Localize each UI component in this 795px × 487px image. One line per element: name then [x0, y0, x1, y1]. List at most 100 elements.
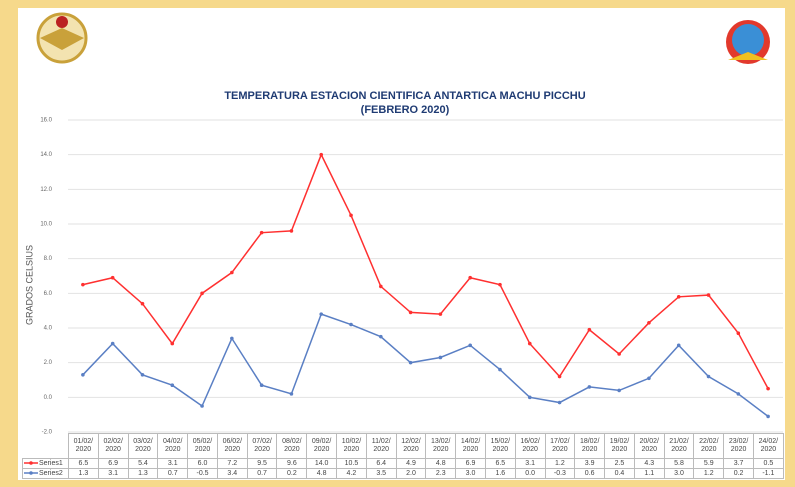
data-point — [170, 341, 175, 346]
value-cell: 0.0 — [514, 468, 546, 479]
data-point — [587, 385, 592, 389]
data-point — [230, 270, 234, 275]
data-point — [81, 282, 85, 287]
value-cell: 0.4 — [604, 468, 635, 479]
value-cell-text: 9.5 — [257, 459, 267, 467]
value-cell: 4.8 — [306, 468, 338, 479]
value-cell: 0.5 — [752, 458, 784, 469]
value-cell: 14.0 — [306, 458, 338, 469]
value-cell: 6.9 — [97, 458, 129, 469]
value-cell: 1.1 — [633, 468, 665, 479]
value-cell: -1.1 — [752, 468, 784, 479]
data-point — [379, 284, 383, 289]
value-cell-text: 1.6 — [495, 469, 506, 477]
data-point — [676, 343, 681, 348]
data-point — [289, 229, 294, 233]
data-point — [140, 373, 145, 377]
y-tick-label: 6.0 — [44, 291, 53, 297]
data-point — [527, 341, 532, 346]
category-cell-text: 12/02/2020 — [401, 438, 421, 453]
value-cell: 3.9 — [574, 458, 606, 469]
category-cell: 08/02/2020 — [276, 433, 308, 459]
value-cell: 0.2 — [276, 468, 308, 479]
value-cell-text: 3.4 — [227, 469, 238, 477]
category-cell: 18/02/2020 — [574, 433, 606, 459]
category-cell-text: 09/02/2020 — [311, 438, 332, 453]
category-cell-text: 02/02/2020 — [103, 438, 123, 453]
value-cell: 0.7 — [246, 468, 278, 479]
value-cell: 6.5 — [484, 458, 516, 469]
value-cell: 2.0 — [395, 468, 427, 479]
data-point — [647, 321, 651, 325]
value-cell: 3.0 — [455, 468, 486, 479]
category-cell-text: 23/02/2020 — [728, 438, 749, 453]
y-tick-label: 8.0 — [44, 256, 53, 262]
category-cell: 14/02/2020 — [455, 433, 486, 459]
category-cell: 19/02/2020 — [604, 433, 635, 459]
value-cell: 0.2 — [723, 468, 754, 479]
category-cell-text: 10/02/2020 — [341, 438, 362, 453]
data-point — [110, 341, 115, 346]
data-point — [587, 327, 592, 332]
category-cell-text: 13/02/2020 — [431, 438, 451, 453]
value-cell-text: 3.1 — [167, 459, 178, 467]
data-point — [408, 360, 413, 365]
header-row: 01/02/2020 02/02/2020 03/02/2020 04/02/2020… — [23, 433, 784, 459]
value-cell-text: 5.8 — [674, 459, 684, 467]
data-point — [319, 152, 324, 157]
data-point — [617, 352, 621, 356]
category-cell: 15/02/2020 — [484, 433, 516, 459]
value-cell-text: 0.5 — [763, 459, 774, 467]
value-cell: 6.4 — [365, 458, 397, 469]
category-cell: 02/02/2020 — [97, 433, 129, 459]
y-tick-label: 0.0 — [44, 395, 53, 401]
legend-swatch — [24, 460, 38, 465]
corner-cell — [23, 434, 69, 459]
data-point — [557, 400, 562, 405]
data-point — [557, 374, 562, 379]
value-cell: 2.3 — [425, 468, 457, 479]
chart-subtitle: (FEBRERO 2020) — [361, 104, 450, 116]
y-tick-label: 2.0 — [44, 360, 53, 366]
value-cell-text: 6.4 — [376, 459, 387, 467]
value-cell-text: 2.3 — [435, 469, 446, 477]
value-cell-text: 0.2 — [733, 469, 744, 477]
value-cell-text: 0.7 — [167, 469, 178, 477]
category-cell-text: 04/02/2020 — [163, 438, 183, 453]
data-point — [468, 343, 472, 348]
value-cell-text: 5.4 — [138, 459, 148, 467]
data-point — [259, 383, 264, 388]
value-cell-text: 1.3 — [78, 469, 89, 477]
value-cell-text: 6.5 — [78, 459, 89, 467]
category-cell: 12/02/2020 — [395, 433, 427, 459]
category-cell-text: 18/02/2020 — [579, 438, 600, 453]
value-cell-text: 0.4 — [614, 469, 625, 477]
data-point — [736, 392, 741, 396]
series-line — [82, 152, 769, 390]
data-point — [617, 388, 621, 393]
category-cell: 20/02/2020 — [633, 433, 665, 459]
value-cell-text: 1.3 — [138, 469, 148, 477]
value-cell-text: 1.2 — [703, 469, 714, 477]
value-cell-text: 3.0 — [674, 469, 684, 477]
category-cell: 24/02/2020 — [752, 433, 784, 459]
data-point — [498, 282, 502, 287]
series-line — [82, 313, 769, 417]
category-cell: 07/02/2020 — [246, 433, 278, 459]
value-cell: 5.9 — [693, 458, 725, 469]
data-point — [230, 336, 234, 341]
value-cell-text: 14.0 — [314, 459, 329, 467]
data-point — [379, 334, 383, 339]
data-point — [140, 301, 145, 306]
value-cell: 3.5 — [365, 468, 397, 479]
value-cell: 4.9 — [395, 458, 427, 469]
category-cell-text: 03/02/2020 — [133, 438, 153, 453]
value-cell: 3.1 — [157, 458, 189, 469]
data-point — [289, 392, 294, 396]
right-logo — [726, 20, 770, 64]
value-cell: -0.5 — [187, 468, 218, 479]
category-cell-text: 22/02/2020 — [699, 438, 719, 453]
category-cell: 21/02/2020 — [663, 433, 695, 459]
value-cell-text: 6.0 — [197, 459, 208, 467]
